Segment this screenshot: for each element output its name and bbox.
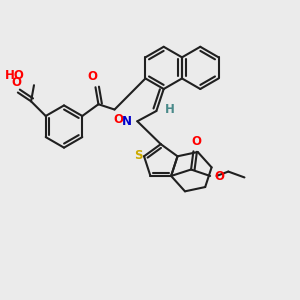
Text: O: O (191, 135, 201, 148)
Text: O: O (214, 170, 224, 183)
Text: O: O (113, 113, 123, 126)
Text: S: S (134, 149, 142, 162)
Text: N: N (122, 115, 132, 128)
Text: O: O (11, 76, 21, 89)
Text: HO: HO (5, 69, 25, 82)
Text: H: H (165, 103, 175, 116)
Text: O: O (88, 70, 98, 83)
